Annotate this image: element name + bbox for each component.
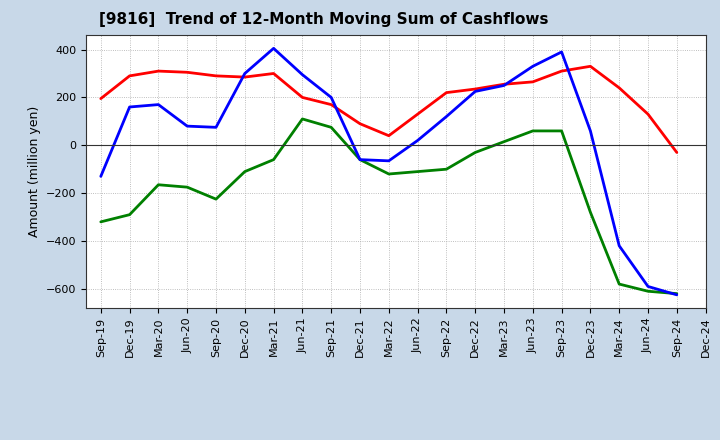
Operating Cashflow xyxy=(615,85,624,91)
Operating Cashflow xyxy=(125,73,134,78)
Investing Cashflow xyxy=(615,282,624,287)
Free Cashflow xyxy=(384,158,393,164)
Operating Cashflow xyxy=(240,74,249,80)
Investing Cashflow xyxy=(125,212,134,217)
Free Cashflow xyxy=(672,292,681,297)
Free Cashflow xyxy=(586,128,595,134)
Free Cashflow xyxy=(269,46,278,51)
Operating Cashflow xyxy=(356,121,364,126)
Investing Cashflow xyxy=(269,157,278,162)
Free Cashflow xyxy=(615,243,624,249)
Operating Cashflow xyxy=(96,96,105,101)
Operating Cashflow xyxy=(327,102,336,107)
Investing Cashflow xyxy=(240,169,249,174)
Free Cashflow xyxy=(471,89,480,94)
Y-axis label: Amount (million yen): Amount (million yen) xyxy=(27,106,40,237)
Investing Cashflow xyxy=(442,167,451,172)
Free Cashflow xyxy=(327,95,336,100)
Investing Cashflow xyxy=(413,169,422,174)
Investing Cashflow xyxy=(298,116,307,121)
Investing Cashflow xyxy=(327,125,336,130)
Text: [9816]  Trend of 12-Month Moving Sum of Cashflows: [9816] Trend of 12-Month Moving Sum of C… xyxy=(99,12,549,27)
Free Cashflow xyxy=(528,64,537,69)
Investing Cashflow xyxy=(471,150,480,155)
Investing Cashflow xyxy=(154,182,163,187)
Investing Cashflow xyxy=(586,209,595,215)
Investing Cashflow xyxy=(500,139,508,144)
Operating Cashflow xyxy=(672,150,681,155)
Investing Cashflow xyxy=(183,184,192,190)
Operating Cashflow xyxy=(298,95,307,100)
Free Cashflow xyxy=(356,157,364,162)
Investing Cashflow xyxy=(96,219,105,224)
Free Cashflow xyxy=(212,125,220,130)
Free Cashflow xyxy=(125,104,134,110)
Operating Cashflow xyxy=(471,86,480,92)
Investing Cashflow xyxy=(528,128,537,134)
Investing Cashflow xyxy=(644,289,652,294)
Operating Cashflow xyxy=(154,69,163,74)
Line: Free Cashflow: Free Cashflow xyxy=(101,48,677,295)
Operating Cashflow xyxy=(384,133,393,138)
Free Cashflow xyxy=(154,102,163,107)
Operating Cashflow xyxy=(212,73,220,78)
Free Cashflow xyxy=(96,174,105,179)
Operating Cashflow xyxy=(557,69,566,74)
Investing Cashflow xyxy=(212,197,220,202)
Operating Cashflow xyxy=(500,81,508,87)
Free Cashflow xyxy=(298,72,307,77)
Investing Cashflow xyxy=(356,157,364,162)
Free Cashflow xyxy=(557,49,566,55)
Free Cashflow xyxy=(413,138,422,143)
Operating Cashflow xyxy=(269,71,278,76)
Free Cashflow xyxy=(500,83,508,88)
Operating Cashflow xyxy=(586,64,595,69)
Operating Cashflow xyxy=(528,79,537,84)
Line: Operating Cashflow: Operating Cashflow xyxy=(101,66,677,152)
Investing Cashflow xyxy=(672,291,681,296)
Investing Cashflow xyxy=(557,128,566,134)
Operating Cashflow xyxy=(183,70,192,75)
Investing Cashflow xyxy=(384,171,393,176)
Operating Cashflow xyxy=(644,111,652,117)
Line: Investing Cashflow: Investing Cashflow xyxy=(101,119,677,293)
Operating Cashflow xyxy=(413,111,422,117)
Free Cashflow xyxy=(183,124,192,129)
Free Cashflow xyxy=(442,114,451,119)
Free Cashflow xyxy=(644,284,652,289)
Operating Cashflow xyxy=(442,90,451,95)
Free Cashflow xyxy=(240,71,249,76)
